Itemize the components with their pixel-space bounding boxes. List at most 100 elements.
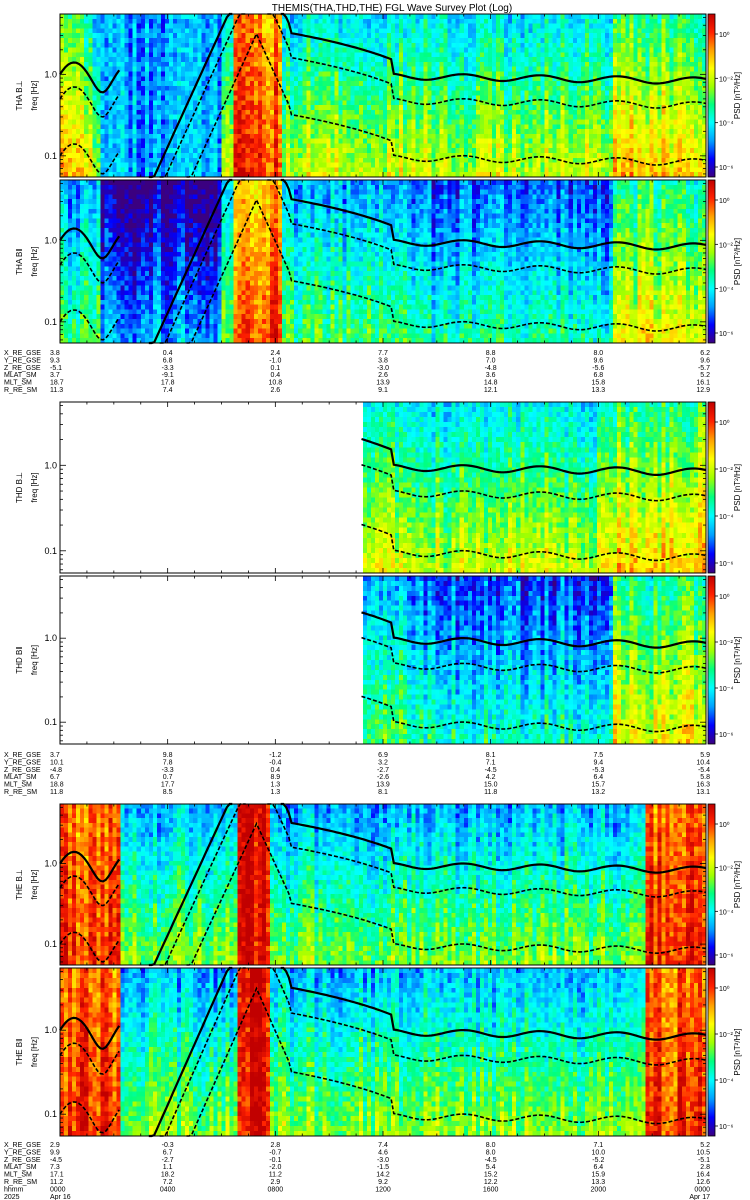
the-par-colorbar	[707, 967, 716, 1137]
thd-par-colorbar-label: PSD [nT²/Hz]	[733, 636, 742, 683]
ephemeris-value: 1.3	[270, 782, 280, 789]
ephemeris-value: 1.3	[270, 789, 280, 796]
ephemeris-value: 6.8	[163, 357, 173, 364]
ephemeris-value: -2.0	[269, 1164, 281, 1171]
the-perp-ytick-label: 1.0	[44, 859, 57, 869]
ephemeris-value: 11.8	[484, 789, 497, 796]
ephemeris-value: -0.4	[269, 759, 281, 766]
tha-par-curve-3	[59, 197, 707, 344]
thd-par-ylabel: freq [Hz]	[30, 645, 39, 675]
tha-perp-colorbar-label: PSD [nT²/Hz]	[733, 72, 742, 119]
ephemeris-value: 13.1	[696, 789, 710, 796]
the-perp-colorbar-tick-label: 10⁻⁴	[719, 909, 734, 916]
ephemeris-value: 12.6	[696, 1179, 710, 1186]
ephemeris-value: -3.0	[377, 1157, 389, 1164]
ephemeris-value: -4.5	[50, 1157, 62, 1164]
ephemeris-value: 6.4	[593, 1164, 603, 1171]
the-perp-ytick-label: 0.1	[44, 939, 57, 949]
ephemeris-row-label: Z_RE_GSE	[4, 365, 41, 372]
ephemeris-row-label: MLAT_SM	[4, 1164, 37, 1171]
thd-perp-curve-2	[361, 463, 707, 502]
tha-perp-colorbar-tick-label: 10⁻⁶	[719, 165, 733, 172]
ephemeris-value: -0.3	[162, 1142, 174, 1149]
thd-perp-colorbar-tick-label: 10⁻⁶	[719, 561, 733, 568]
ephemeris-row-label: Y_RE_GSE	[4, 759, 41, 766]
the-perp-colorbar-tick-label: 10⁻⁶	[719, 953, 733, 960]
ephemeris-row-label: MLAT_SM	[4, 774, 37, 781]
ephemeris-value: 16.3	[696, 782, 710, 789]
tha-perp-ytick-label: 1.0	[44, 69, 57, 79]
ephemeris-value: 4.6	[378, 1149, 388, 1156]
ephemeris-value: 0000	[50, 1186, 66, 1193]
ephemeris-value: -0.1	[269, 1157, 281, 1164]
the-perp-colorbar	[707, 803, 716, 966]
tha-perp-curve-3	[59, 31, 707, 178]
ephemeris-value: 2.6	[270, 387, 280, 394]
the-par-name: THE B‖	[15, 1039, 24, 1066]
tha-perp-name: THA B⊥	[15, 80, 24, 110]
ephemeris-value: 11.2	[50, 1179, 63, 1186]
ephemeris-value: 3.7	[50, 372, 60, 379]
ephemeris-value: 5.9	[700, 752, 710, 759]
ephemeris-value: 0.4	[270, 372, 280, 379]
thd-par-name: THD B‖	[15, 646, 24, 673]
the-perp-ylabel: freq [Hz]	[30, 869, 39, 899]
tha-perp-curve-2	[59, 13, 707, 178]
thd-perp-ylabel: freq [Hz]	[30, 472, 39, 502]
ephemeris-value: 5.4	[486, 1164, 496, 1171]
ephemeris-value: 18.7	[50, 380, 64, 387]
tha-block: 1.0 0.1 THA B⊥ freq [Hz] 10⁰ 10⁻² 10⁻⁴ 10⁻⁶ PSD …	[4, 12, 742, 394]
ephemeris-value: 3.6	[486, 372, 496, 379]
ephemeris-value: -9.1	[162, 372, 174, 379]
ephemeris-value: 2000	[591, 1186, 607, 1193]
ephemeris-value: -3.3	[162, 365, 174, 372]
tha-perp-ylabel: freq [Hz]	[30, 80, 39, 110]
ephemeris-value: 12.1	[484, 387, 498, 394]
ephemeris-value: 7.3	[50, 1164, 60, 1171]
thd-perp-curves	[361, 437, 707, 562]
the-ephemeris: X_RE_GSE 2.9 -0.3 2.8 7.4 8.0 7.1 5.2 Y_RE_GSE 9.…	[4, 1142, 710, 1200]
ephemeris-row-label: Z_RE_GSE	[4, 767, 41, 774]
the-perp-curve-3	[59, 821, 707, 966]
ephemeris-row-label: Y_RE_GSE	[4, 1149, 41, 1156]
tha-par-colorbar-label: PSD [nT²/Hz]	[733, 238, 742, 285]
ephemeris-value: 5.2	[700, 1142, 710, 1149]
ephemeris-value: 6.7	[50, 774, 60, 781]
ephemeris-row-label: R_RE_SM	[4, 1179, 37, 1186]
ephemeris-value: -1.0	[269, 357, 281, 364]
ephemeris-value: 10.5	[696, 1149, 710, 1156]
ephemeris-value: 11.2	[269, 1172, 282, 1179]
ephemeris-value: 13.3	[592, 387, 606, 394]
ephemeris-value: 0000	[694, 1186, 710, 1193]
ephemeris-value: 5.2	[700, 372, 710, 379]
ephemeris-value: 9.3	[50, 357, 60, 364]
thd-perp-ytick-label: 0.1	[44, 546, 57, 556]
thd-perp-colorbar-tick-label: 10⁰	[719, 419, 730, 427]
tha-perp-colorbar-tick-label: 10⁻²	[719, 76, 733, 83]
ephemeris-value: 13.9	[376, 380, 390, 387]
ephemeris-value: 8.8	[486, 350, 496, 357]
the-par-ytick-label: 1.0	[44, 1025, 57, 1035]
ephemeris-value: 2.8	[700, 1164, 710, 1171]
thd-perp-name: THD B⊥	[15, 472, 24, 503]
ephemeris-value: 3.2	[378, 759, 388, 766]
thd-par-ytick-label: 0.1	[44, 717, 57, 727]
the-perp-name: THE B⊥	[15, 869, 24, 900]
thd-par-yticks	[59, 576, 707, 744]
thd-par-curve-1	[361, 611, 707, 649]
ephemeris-row-label: R_RE_SM	[4, 387, 37, 394]
the-perp-curve-1	[59, 802, 707, 967]
the-par-spectrogram	[60, 968, 707, 1137]
the-par-colorbar-tick-label: 10⁰	[719, 985, 730, 993]
tha-par-panel: 1.0 0.1 THA B‖ freq [Hz] 10⁰ 10⁻² 10⁻⁴ 10⁻⁶ PSD …	[15, 178, 742, 345]
ephemeris-value: -5.1	[50, 365, 62, 372]
ephemeris-value: -4.8	[50, 767, 62, 774]
ephemeris-value: 10.1	[50, 759, 64, 766]
the-block: 1.0 0.1 THE B⊥ freq [Hz] 10⁰ 10⁻² 10⁻⁴ 10⁻⁶ PSD …	[4, 802, 742, 1200]
ephemeris-value: 3.7	[50, 752, 60, 759]
tha-perp-ytick-label: 0.1	[44, 151, 57, 161]
ephemeris-value: 8.0	[486, 1149, 496, 1156]
thd-par-colorbar-tick-label: 10⁻²	[719, 640, 733, 647]
ephemeris-value: -3.3	[162, 767, 174, 774]
